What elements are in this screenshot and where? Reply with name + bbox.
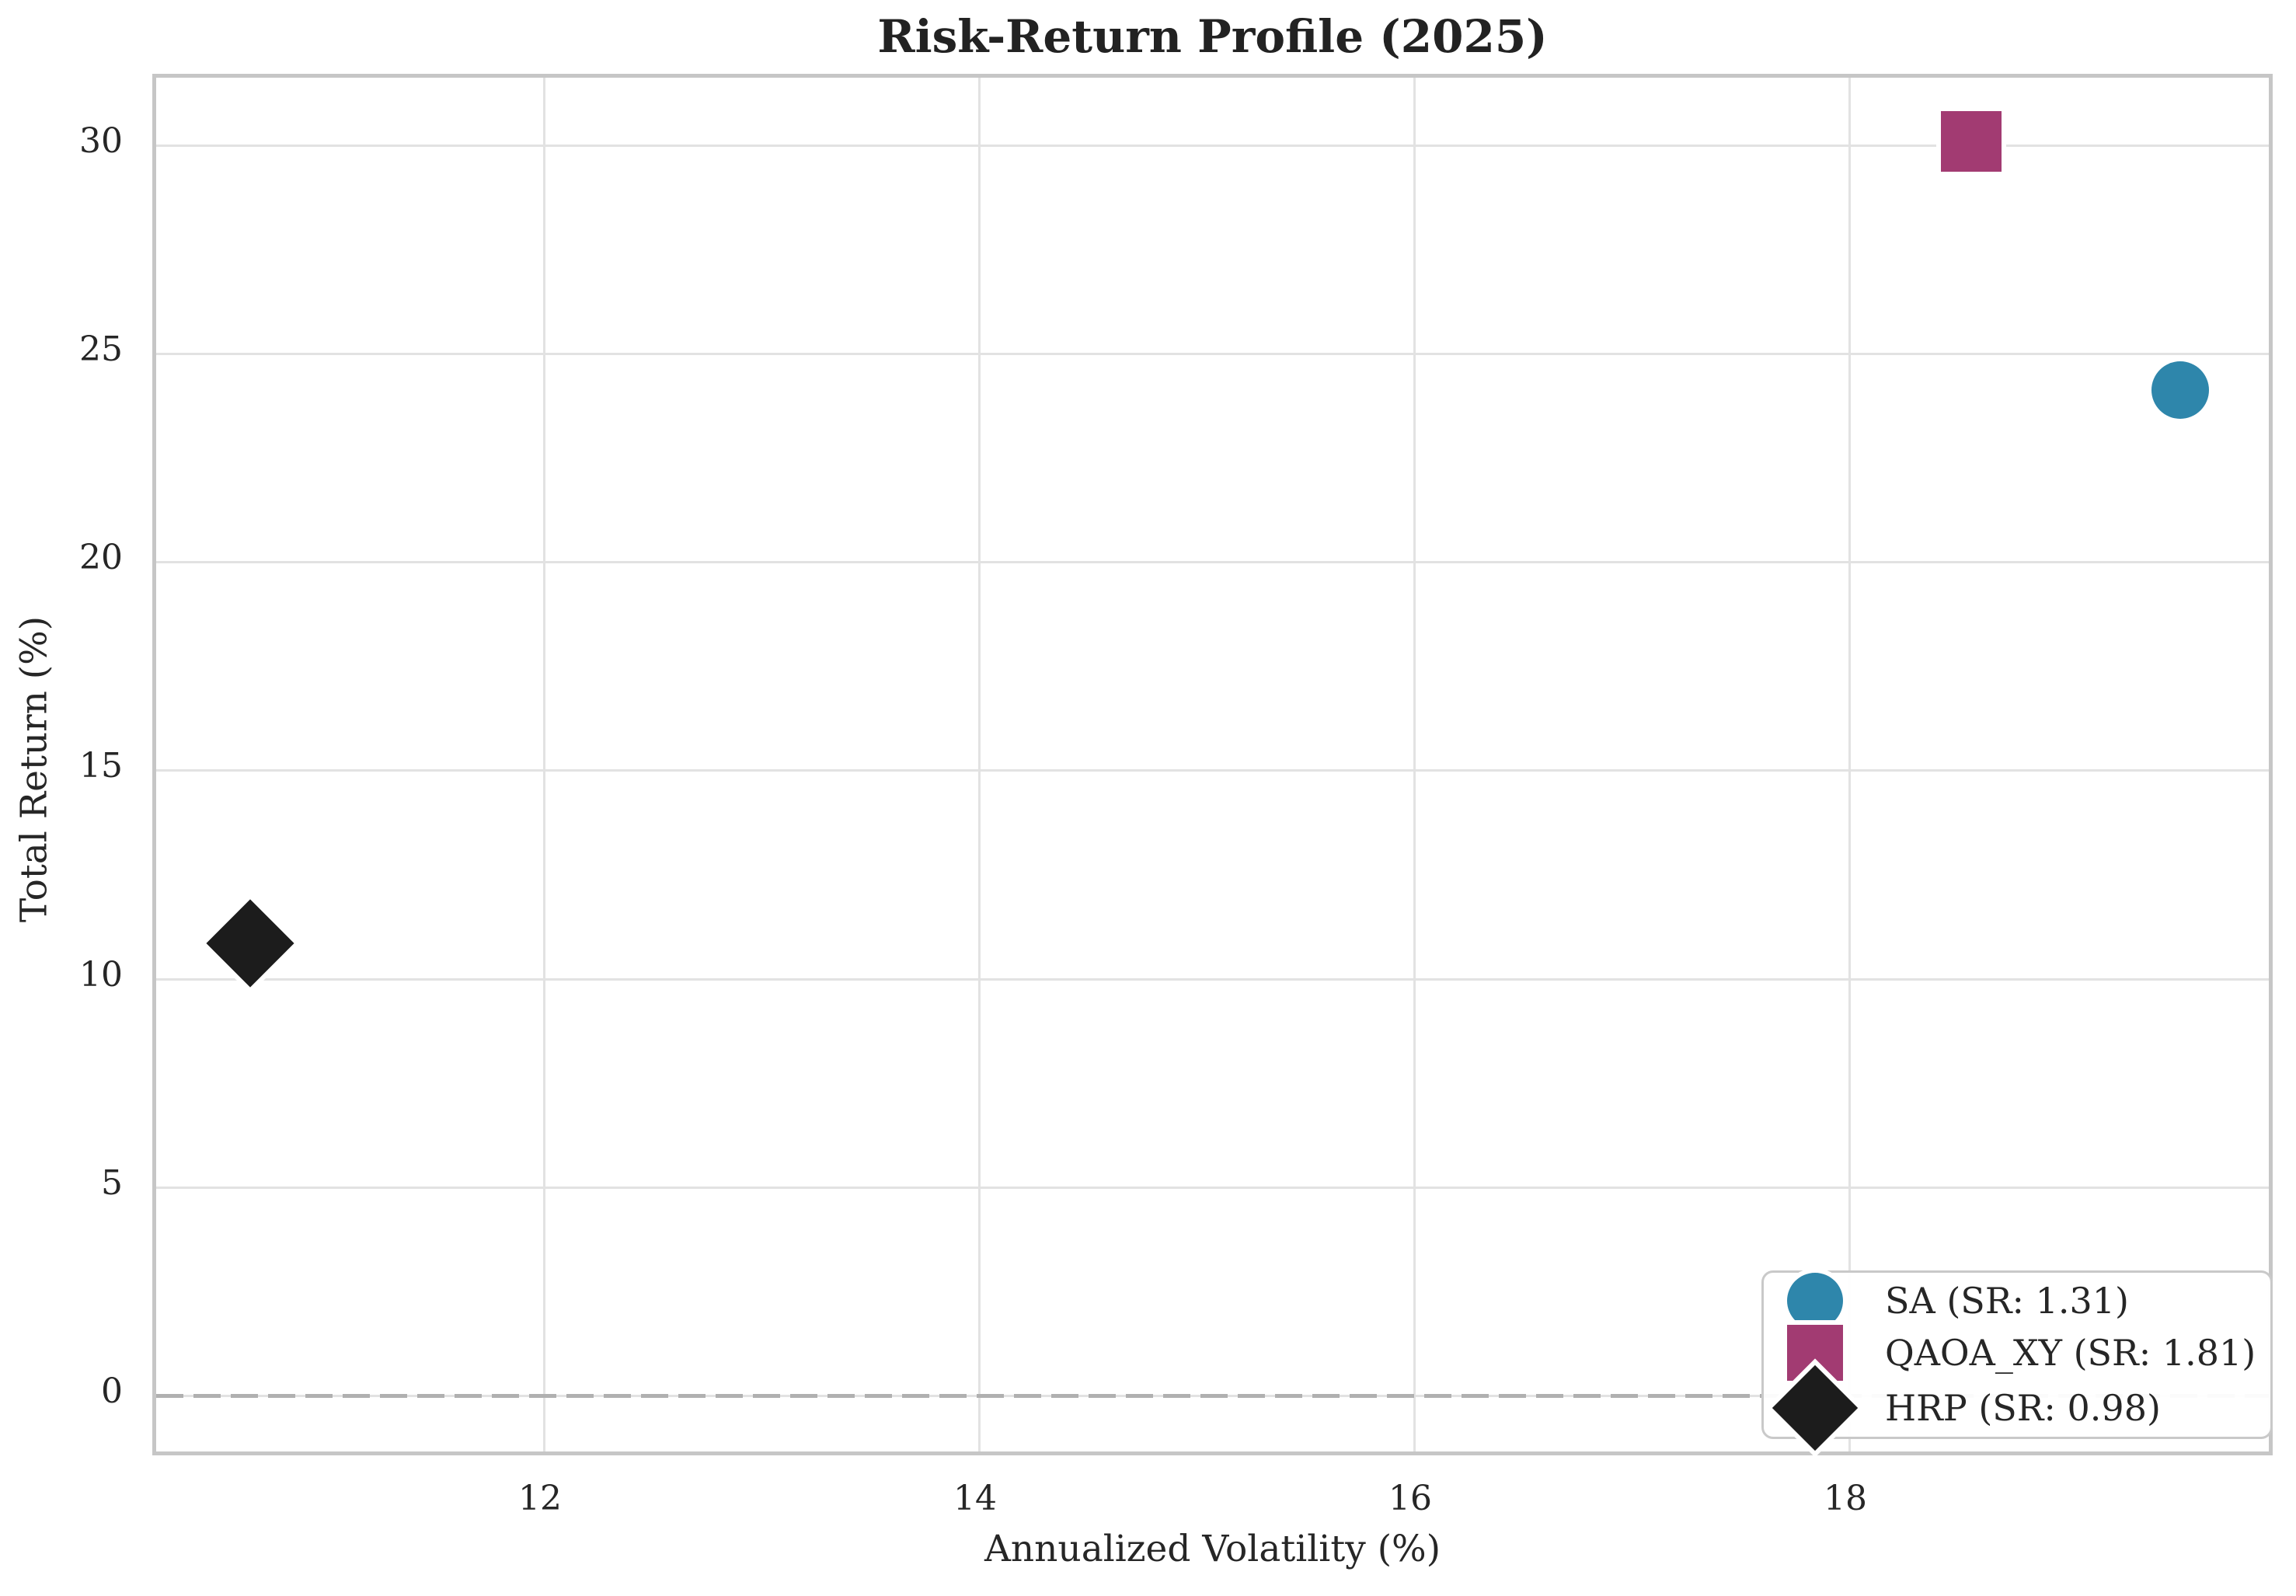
y-axis-title-text: Total Return (%) bbox=[12, 615, 56, 923]
legend-marker-circle bbox=[1787, 1273, 1843, 1329]
legend-label: SA (SR: 1.31) bbox=[1885, 1280, 2129, 1322]
x-tick-label: 14 bbox=[953, 1479, 997, 1518]
legend: SA (SR: 1.31) QAOA_XY (SR: 1.81) HRP (SR: … bbox=[1761, 1270, 2273, 1451]
x-tick-label: 12 bbox=[518, 1479, 562, 1518]
legend-label: QAOA_XY (SR: 1.81) bbox=[1885, 1332, 2256, 1374]
legend-marker-diamond bbox=[1772, 1364, 1859, 1451]
x-gridline bbox=[543, 78, 545, 1451]
plot-area: SA (SR: 1.31) QAOA_XY (SR: 1.81) HRP (SR: … bbox=[152, 74, 2273, 1455]
y-gridline bbox=[156, 1186, 2269, 1189]
x-tick-label: 18 bbox=[1824, 1479, 1867, 1518]
y-gridline bbox=[156, 977, 2269, 981]
y-gridline bbox=[156, 353, 2269, 356]
legend-label: HRP (SR: 0.98) bbox=[1885, 1387, 2161, 1429]
y-tick-label: 30 bbox=[79, 121, 123, 161]
chart-title: Risk-Return Profile (2025) bbox=[877, 10, 1548, 63]
x-gridline bbox=[978, 78, 981, 1451]
zero-reference-line bbox=[156, 1393, 2269, 1398]
y-tick-label: 20 bbox=[79, 538, 123, 578]
y-tick-label: 15 bbox=[79, 746, 123, 786]
y-gridline bbox=[156, 145, 2269, 147]
y-tick-label: 10 bbox=[79, 954, 123, 995]
data-point-qaoa_xy bbox=[1940, 111, 2002, 172]
x-gridline bbox=[1848, 78, 1851, 1451]
data-point-sa bbox=[2151, 361, 2209, 419]
y-gridline bbox=[156, 561, 2269, 564]
y-tick-label: 5 bbox=[101, 1162, 123, 1203]
y-tick-label: 0 bbox=[101, 1371, 123, 1411]
y-gridline bbox=[156, 769, 2269, 772]
y-tick-label: 25 bbox=[79, 329, 123, 370]
x-axis-title: Annualized Volatility (%) bbox=[984, 1528, 1441, 1570]
x-tick-label: 16 bbox=[1388, 1479, 1432, 1518]
data-point-hrp bbox=[206, 899, 294, 988]
x-gridline bbox=[1413, 78, 1416, 1451]
